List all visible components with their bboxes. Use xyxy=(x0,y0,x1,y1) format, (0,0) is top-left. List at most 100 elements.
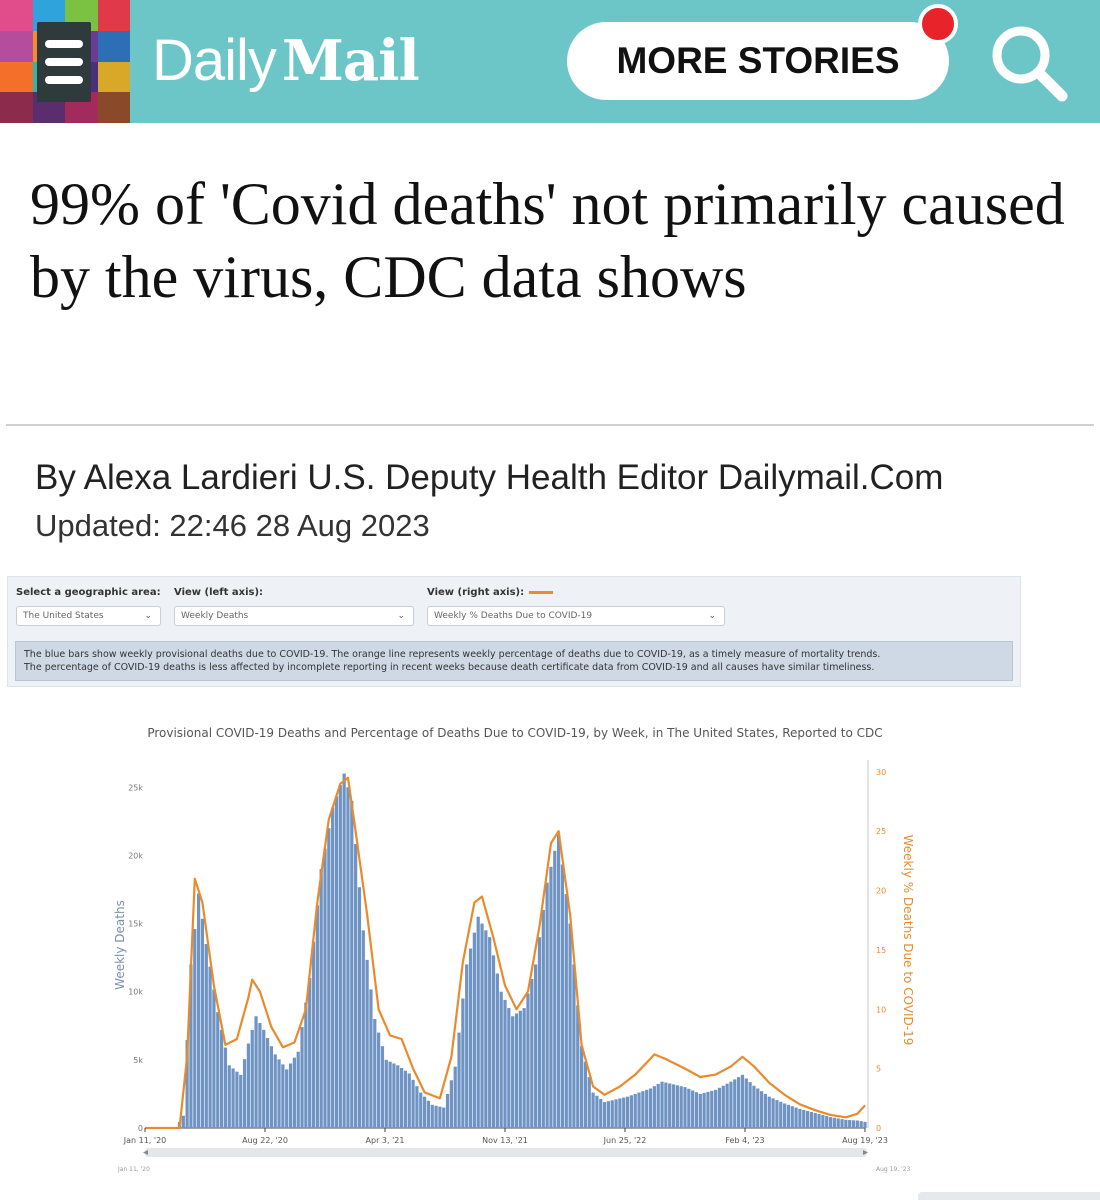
weekly-deaths-bar xyxy=(415,1086,419,1128)
weekly-deaths-bar xyxy=(407,1073,411,1128)
chart-description-note: The blue bars show weekly provisional de… xyxy=(15,641,1013,681)
weekly-deaths-bar xyxy=(545,882,549,1128)
weekly-deaths-bar xyxy=(518,1010,522,1128)
weekly-deaths-bar xyxy=(625,1096,630,1128)
weekly-deaths-bar xyxy=(296,1051,300,1128)
weekly-deaths-bar xyxy=(246,1043,251,1128)
weekly-deaths-bar xyxy=(683,1087,687,1128)
more-stories-button[interactable]: MORE STORIES xyxy=(567,22,949,100)
right-axis-select[interactable]: Weekly % Deaths Due to COVID-19 ⌄ xyxy=(427,606,725,626)
weekly-deaths-bar xyxy=(694,1092,699,1128)
x-tick-label: Feb 4, '23 xyxy=(725,1136,764,1145)
weekly-deaths-bar xyxy=(204,944,208,1128)
right-axis-ticks: 0 5 10 15 20 25 30 xyxy=(876,768,886,1133)
left-axis-ticks: 0 5k 10k 15k 20k 25k xyxy=(128,783,143,1133)
weekly-deaths-bar xyxy=(629,1095,633,1128)
weekly-deaths-bar xyxy=(357,887,362,1128)
covid-deaths-chart: Provisional COVID-19 Deaths and Percenta… xyxy=(113,726,915,1173)
weekly-deaths-bar xyxy=(679,1086,683,1128)
daily-mail-logo[interactable]: Daily Mail xyxy=(152,28,420,94)
weekly-deaths-bar xyxy=(350,800,354,1128)
left-axis-select[interactable]: Weekly Deaths ⌄ xyxy=(174,606,414,626)
weekly-deaths-bar xyxy=(507,1008,511,1128)
weekly-deaths-bar xyxy=(687,1088,691,1128)
weekly-deaths-bar xyxy=(216,1012,220,1128)
right-axis-title: Weekly % Deaths Due to COVID-19 xyxy=(901,835,915,1046)
weekly-deaths-bar xyxy=(564,894,568,1128)
left-axis-value: Weekly Deaths xyxy=(181,611,249,621)
range-slider-track[interactable] xyxy=(145,1148,867,1157)
weekly-deaths-bar xyxy=(514,1013,519,1128)
weekly-deaths-bar xyxy=(645,1089,649,1128)
geographic-area-label: Select a geographic area: xyxy=(16,587,161,598)
weekly-deaths-bar xyxy=(457,1032,461,1128)
x-tick-label: Jun 25, '22 xyxy=(603,1136,647,1145)
weekly-deaths-bar xyxy=(499,991,503,1128)
weekly-deaths-bar xyxy=(491,955,496,1128)
geographic-area-select[interactable]: The United States ⌄ xyxy=(16,606,161,626)
bottom-overlay-tab xyxy=(918,1192,1100,1200)
weekly-deaths-bar xyxy=(602,1102,607,1128)
weekly-deaths-bar xyxy=(553,850,557,1128)
weekly-deaths-bar xyxy=(258,1023,262,1128)
weekly-percent-line xyxy=(145,776,866,1130)
weekly-deaths-bar xyxy=(411,1079,415,1128)
notification-dot xyxy=(918,4,958,44)
weekly-deaths-bar xyxy=(323,848,327,1128)
weekly-deaths-bar xyxy=(250,1029,254,1128)
weekly-deaths-bar xyxy=(373,1018,377,1128)
weekly-deaths-bar xyxy=(790,1106,794,1128)
weekly-deaths-bar xyxy=(813,1113,817,1128)
weekly-deaths-bar xyxy=(193,929,197,1128)
weekly-deaths-bar xyxy=(825,1116,829,1128)
article-byline[interactable]: By Alexa Lardieri U.S. Deputy Health Edi… xyxy=(35,458,944,497)
hamburger-menu-icon[interactable] xyxy=(37,22,91,102)
search-icon[interactable] xyxy=(984,18,1074,108)
range-slider-right-handle[interactable] xyxy=(863,1150,868,1155)
weekly-deaths-bar xyxy=(560,864,565,1128)
y-tick-label: 25k xyxy=(128,783,143,792)
article-updated-timestamp: Updated: 22:46 28 Aug 2023 xyxy=(35,508,430,543)
weekly-deaths-bar xyxy=(648,1088,653,1128)
y2-tick-label: 5 xyxy=(876,1065,881,1074)
weekly-deaths-bar xyxy=(445,1093,450,1128)
chevron-down-icon: ⌄ xyxy=(144,611,152,621)
weekly-deaths-bar xyxy=(422,1096,427,1128)
weekly-deaths-bar xyxy=(840,1119,844,1128)
weekly-deaths-bar xyxy=(265,1038,270,1128)
weekly-deaths-bar xyxy=(656,1083,660,1128)
weekly-deaths-bar xyxy=(292,1057,296,1128)
weekly-deaths-bar xyxy=(488,937,492,1128)
weekly-deaths-bar xyxy=(304,1002,308,1128)
weekly-deaths-bar xyxy=(346,787,350,1128)
x-tick-label: Aug 22, '20 xyxy=(242,1136,288,1145)
weekly-deaths-bar xyxy=(442,1107,446,1128)
weekly-deaths-bar xyxy=(721,1085,725,1128)
weekly-deaths-bar xyxy=(212,989,216,1128)
chevron-down-icon: ⌄ xyxy=(397,611,405,621)
range-end-label: Aug 19, '23 xyxy=(876,1166,911,1173)
weekly-deaths-bar xyxy=(453,1066,457,1128)
range-slider-left-handle[interactable] xyxy=(143,1150,148,1155)
y-tick-label: 20k xyxy=(128,851,143,860)
weekly-deaths-bar xyxy=(208,966,212,1128)
weekly-deaths-bar xyxy=(327,828,331,1128)
weekly-deaths-bar xyxy=(285,1069,289,1128)
weekly-deaths-bar xyxy=(572,964,576,1128)
weekly-deaths-bar xyxy=(200,918,205,1128)
weekly-deaths-bar xyxy=(277,1059,281,1128)
y2-tick-label: 10 xyxy=(876,1005,886,1014)
geographic-area-value: The United States xyxy=(23,611,104,621)
weekly-deaths-bar xyxy=(832,1117,836,1128)
headline-divider xyxy=(6,424,1094,426)
y2-tick-label: 20 xyxy=(876,887,886,896)
weekly-deaths-bar xyxy=(664,1082,668,1128)
chart-controls-panel: Select a geographic area: View (left axi… xyxy=(7,576,1021,687)
weekly-deaths-bar xyxy=(197,893,201,1128)
weekly-deaths-bar xyxy=(465,964,469,1128)
weekly-deaths-bar xyxy=(396,1065,400,1128)
weekly-deaths-bar xyxy=(338,784,342,1128)
weekly-deaths-bar xyxy=(863,1121,867,1128)
weekly-deaths-bar xyxy=(541,909,545,1128)
weekly-deaths-bar xyxy=(300,1027,304,1128)
